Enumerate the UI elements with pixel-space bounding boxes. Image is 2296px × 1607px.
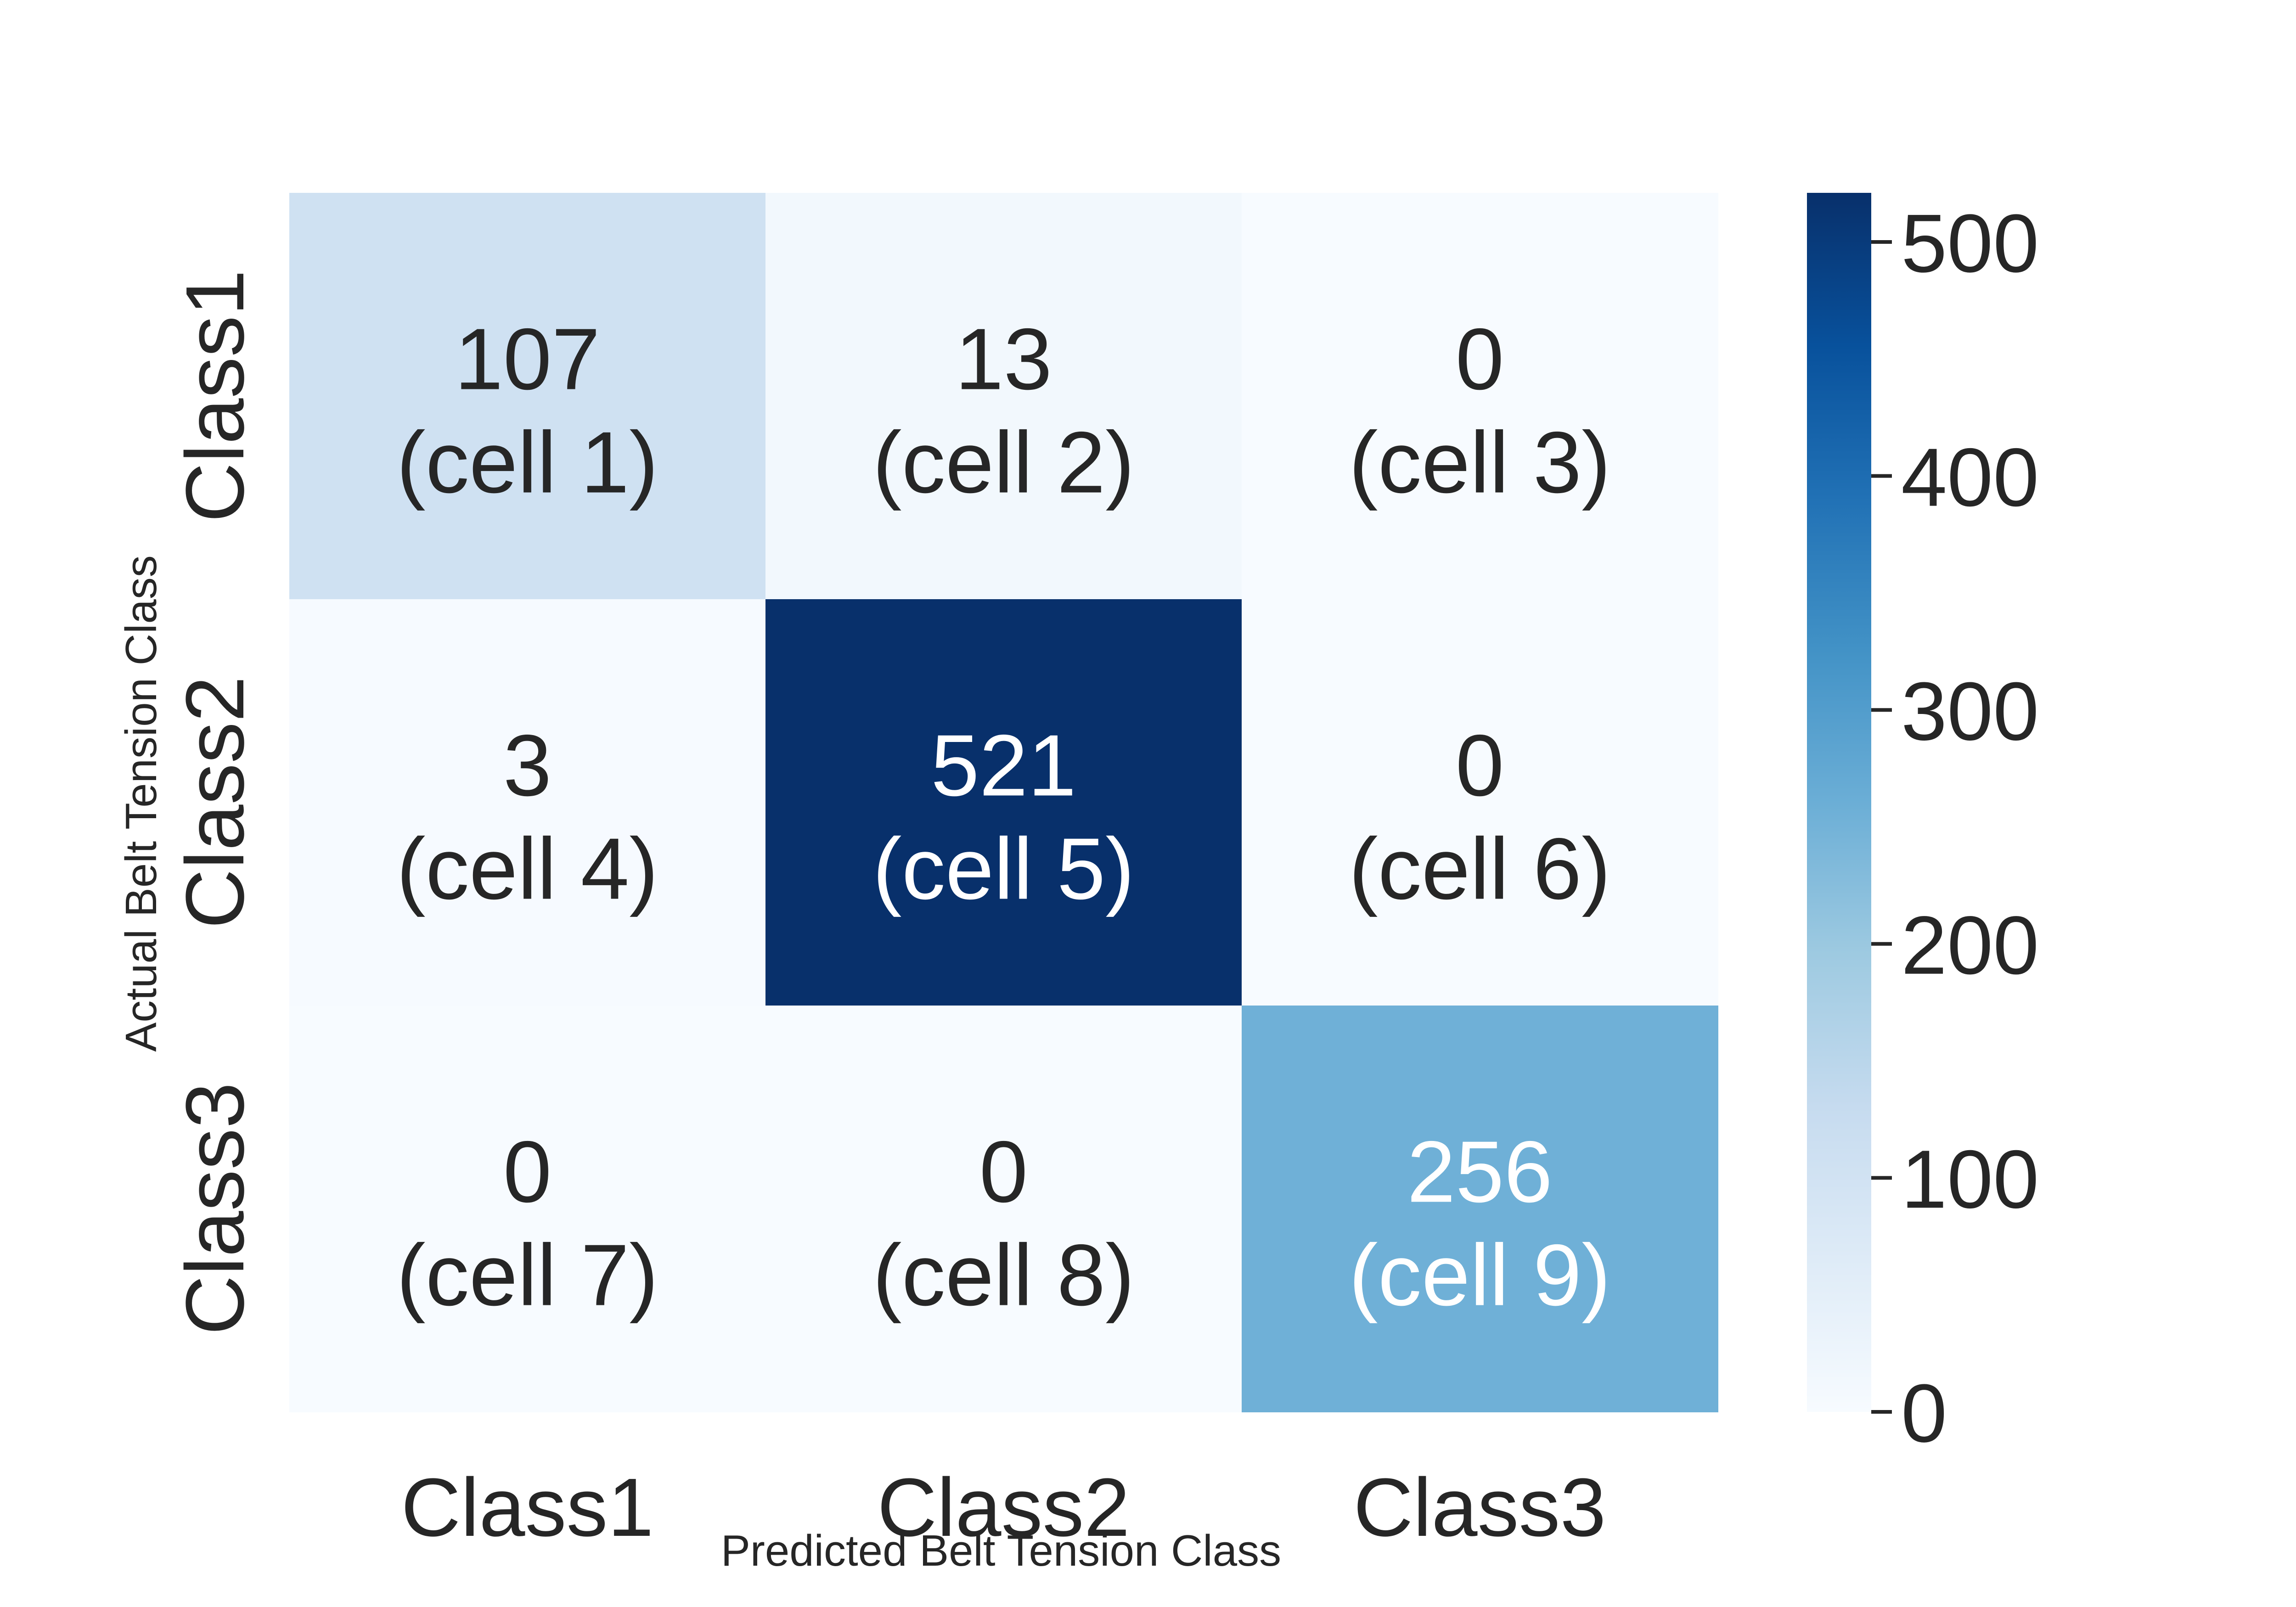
y-tick-label: Class1 [169,270,261,522]
cell-value: 0 [503,1124,552,1221]
cell-value: 0 [1456,717,1504,815]
cell-label: (cell 3) [1349,414,1610,511]
y-tick-label: Class2 [169,676,261,928]
cell-label: (cell 9) [1349,1227,1610,1324]
heatmap-cell [765,599,1242,1006]
colorbar-tick-label: 0 [1901,1367,1947,1460]
x-tick-label: Class2 [877,1461,1130,1554]
heatmap-cell [289,599,766,1006]
cell-label: (cell 6) [1349,820,1610,918]
heatmap-cell [289,193,766,600]
cell-value: 0 [979,1124,1028,1221]
colorbar-gradient [1807,193,1871,1412]
colorbar-tick-label: 400 [1901,432,2039,524]
cell-label: (cell 4) [396,820,658,918]
heatmap-cell [1242,599,1718,1006]
x-tick-label: Class3 [1353,1461,1606,1554]
cell-label: (cell 5) [872,820,1134,918]
colorbar-ticks: 0 100 200 300 400 500 [1871,197,2039,1460]
x-axis-label: Predicted Belt Tension Class [721,1526,1281,1575]
y-axis-label: Actual Belt Tension Class [117,555,166,1051]
cell-value: 521 [931,717,1076,815]
heatmap-cell [1242,193,1718,600]
x-tick-label: Class1 [401,1461,653,1554]
colorbar-tick-label: 300 [1901,665,2039,758]
colorbar-tick-label: 500 [1901,197,2039,290]
colorbar-tick-label: 100 [1901,1133,2039,1225]
y-axis-ticks: Class1 Class2 Class3 [169,270,261,1335]
colorbar-tick-label: 200 [1901,899,2039,992]
heatmap-cells: 107(cell 1)13(cell 2)0(cell 3)3(cell 4)5… [289,193,1718,1412]
heatmap-cell [765,193,1242,600]
colorbar: 0 100 200 300 400 500 [1807,193,2039,1460]
y-tick-label: Class3 [169,1082,261,1335]
cell-value: 0 [1456,311,1504,408]
heatmap-cell [289,1006,766,1412]
cell-label: (cell 1) [396,414,658,511]
cell-value: 13 [955,311,1052,408]
heatmap-cell [1242,1006,1718,1412]
cell-value: 107 [455,311,600,408]
heatmap-cell [765,1006,1242,1412]
cell-label: (cell 2) [872,414,1134,511]
cell-value: 256 [1407,1124,1553,1221]
cell-label: (cell 7) [396,1227,658,1324]
cell-label: (cell 8) [872,1227,1134,1324]
x-axis-ticks: Class1 Class2 Class3 [401,1461,1606,1554]
cell-value: 3 [503,717,552,815]
